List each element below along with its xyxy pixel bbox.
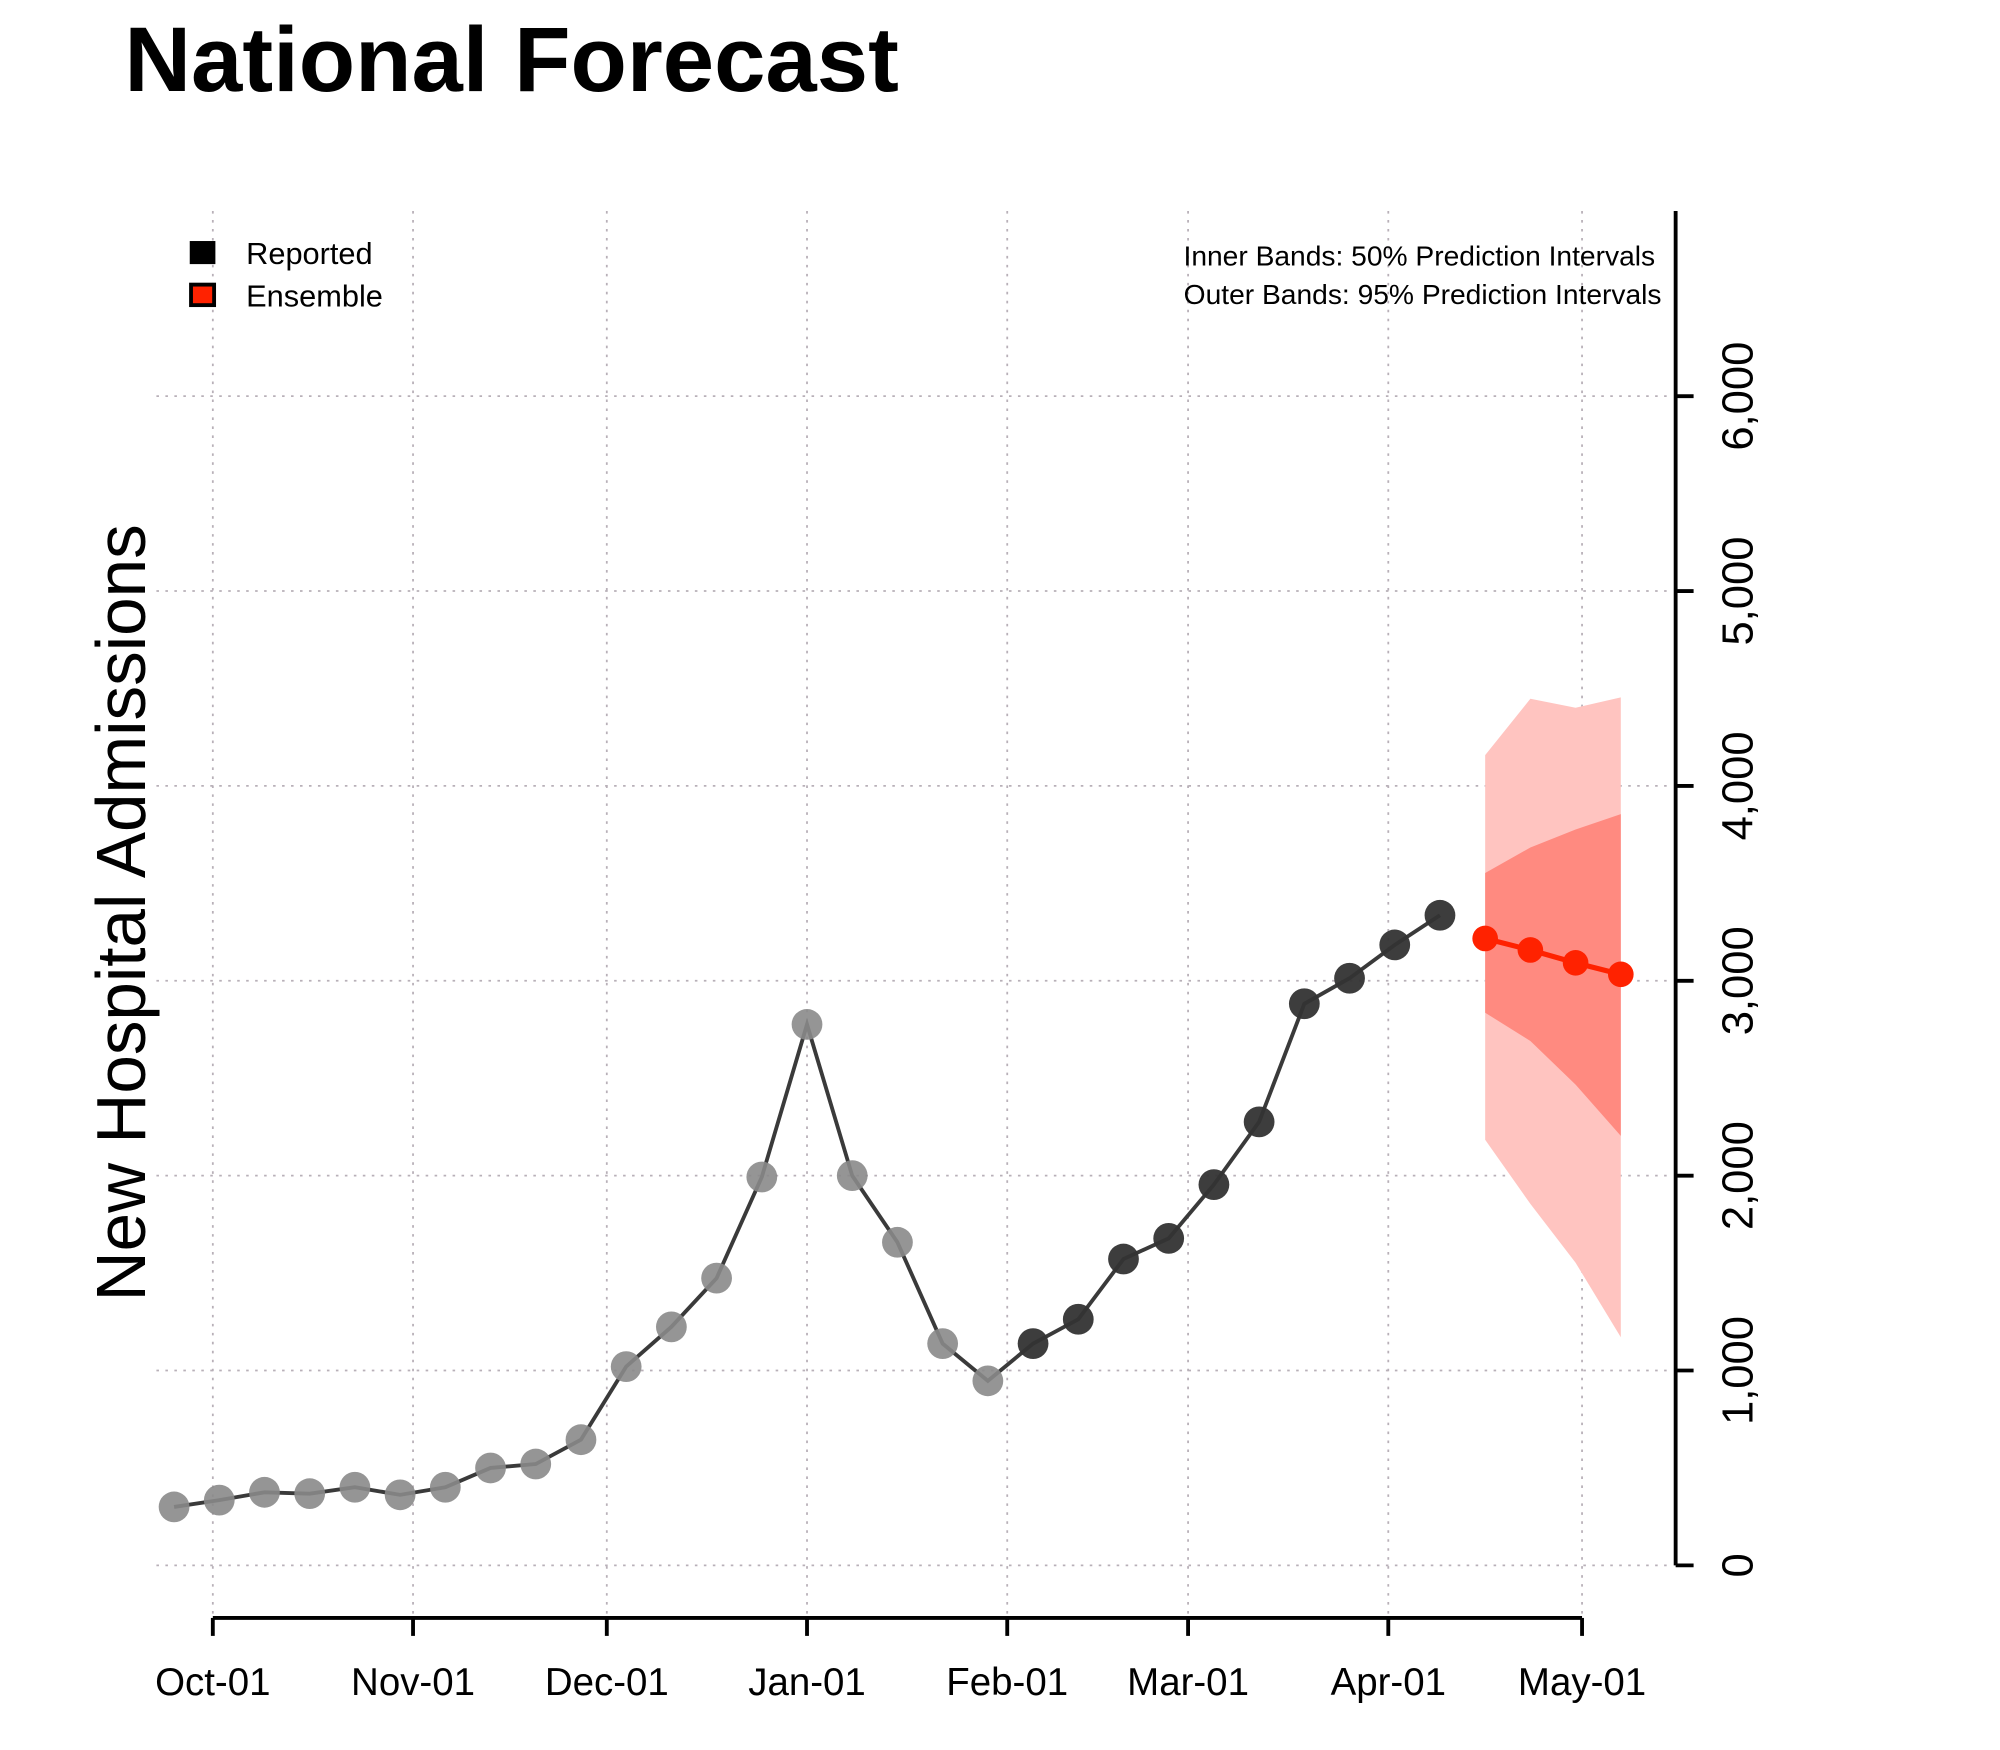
reported-point (972, 1365, 1004, 1397)
y-tick-label: 2,000 (1715, 1121, 1763, 1230)
ensemble-point (1517, 937, 1544, 963)
x-tick-label: Jan-01 (748, 1661, 866, 1704)
band-50 (1485, 814, 1621, 1136)
y-tick-label: 5,000 (1715, 536, 1763, 645)
ensemble-point (1562, 950, 1589, 976)
legend-label-ensemble: Ensemble (246, 278, 383, 313)
ensemble-point (1607, 961, 1634, 988)
reported-point (294, 1478, 326, 1510)
reported-point (1062, 1303, 1094, 1335)
reported-point (520, 1448, 552, 1480)
reported-point (610, 1351, 642, 1382)
annotation-inner-bands: Inner Bands: 50% Prediction Intervals (1184, 239, 1656, 271)
reported-point (1243, 1106, 1275, 1138)
legend-label-reported: Reported (246, 236, 373, 271)
reported-point (836, 1160, 868, 1192)
reported-point (655, 1311, 687, 1343)
legend: Reported Ensemble (189, 236, 383, 313)
reported-point (429, 1471, 461, 1503)
reported-point (339, 1471, 371, 1503)
series-lines (173, 913, 1622, 1509)
reported-point (1288, 988, 1320, 1020)
x-tick-label: Mar-01 (1127, 1661, 1249, 1704)
x-tick-label: Feb-01 (946, 1661, 1068, 1704)
x-tick-label: Dec-01 (545, 1661, 669, 1704)
y-tick-label: 0 (1715, 1553, 1763, 1577)
axes: 0 1,000 2,000 3,000 4,000 5,000 6,000 Oct-01 Nov… (155, 211, 1763, 1704)
y-tick-label: 6,000 (1715, 342, 1763, 451)
ensemble-point (1472, 925, 1498, 952)
reported-point (1424, 899, 1456, 931)
y-axis-label: New Hospital Admissions (82, 524, 160, 1301)
y-tick-label: 4,000 (1715, 731, 1763, 840)
reported-point (791, 1009, 823, 1040)
reported-point (882, 1226, 913, 1258)
reported-point (1017, 1328, 1049, 1360)
reported-point (475, 1452, 506, 1484)
reported-point (565, 1424, 597, 1456)
x-tick-label: May-01 (1518, 1661, 1646, 1704)
reported-point (927, 1328, 959, 1360)
legend-swatch-reported (189, 241, 216, 265)
reported-point (1379, 929, 1411, 961)
legend-swatch-ensemble (189, 282, 217, 308)
reported-point (1108, 1243, 1139, 1275)
reported-point (1153, 1223, 1185, 1254)
reported-point (384, 1479, 416, 1511)
prediction-bands (1485, 697, 1621, 1338)
y-tick-label: 1,000 (1715, 1316, 1763, 1425)
x-tick-label: Apr-01 (1331, 1661, 1446, 1704)
x-tick-label: Oct-01 (155, 1661, 270, 1704)
annotation-outer-bands: Outer Bands: 95% Prediction Intervals (1184, 278, 1662, 310)
series-points (158, 899, 1634, 1523)
reported-point (1198, 1169, 1230, 1200)
ensemble-line (1484, 935, 1622, 977)
x-tick-label: Nov-01 (351, 1661, 475, 1704)
reported-point (249, 1476, 280, 1508)
reported-point (746, 1161, 778, 1193)
y-tick-label: 3,000 (1715, 926, 1763, 1035)
reported-point (701, 1262, 732, 1294)
reported-point (1334, 962, 1365, 994)
chart-title: National Forecast (124, 7, 898, 111)
reported-point (203, 1484, 235, 1516)
grid (156, 211, 1670, 1618)
reported-point (158, 1491, 190, 1523)
reported-line (173, 913, 1442, 1509)
